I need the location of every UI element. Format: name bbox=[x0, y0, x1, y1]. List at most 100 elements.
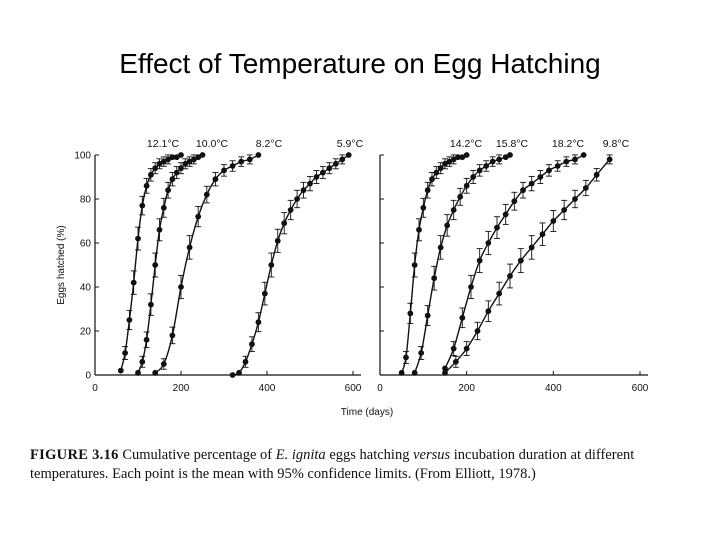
chart2-data-point bbox=[485, 308, 492, 315]
chart1-data-point bbox=[160, 158, 167, 165]
chart2-data-point bbox=[476, 257, 483, 264]
chart1-data-point bbox=[221, 167, 227, 174]
chart1-data-point bbox=[148, 301, 154, 308]
chart2-data-point bbox=[437, 244, 444, 251]
chart2-series-label-0: 14.2°C bbox=[450, 138, 483, 150]
chart1-data-point bbox=[203, 191, 210, 198]
chart2-data-point bbox=[457, 193, 464, 200]
chart2-data-point bbox=[507, 273, 513, 279]
chart2-data-point bbox=[424, 312, 431, 319]
chart1-data-point bbox=[242, 358, 249, 365]
chart1-y-tick-label: 20 bbox=[80, 327, 92, 338]
chart1-series-label-3: 5.9°C bbox=[337, 138, 364, 150]
chart1-series-label-0: 12.1°C bbox=[147, 138, 180, 150]
chart2-data-point bbox=[424, 187, 431, 194]
chart1-data-point bbox=[117, 367, 124, 374]
chart1-data-point bbox=[246, 156, 253, 163]
chart1-data-point bbox=[261, 290, 268, 297]
chart1-data-point bbox=[173, 154, 180, 161]
figure-caption: FIGURE 3.16 Cumulative percentage of E. … bbox=[30, 446, 695, 484]
chart2-data-point bbox=[606, 156, 613, 163]
chart1-data-point bbox=[152, 369, 159, 376]
chart1-data-point bbox=[165, 156, 172, 163]
chart2-data-point bbox=[452, 358, 459, 365]
chart1-data-point bbox=[139, 358, 146, 365]
chart2-data-point bbox=[444, 222, 451, 229]
chart1-data-point bbox=[139, 202, 146, 209]
chart2-data-point bbox=[442, 369, 448, 376]
chart1-data-point bbox=[345, 152, 352, 158]
chart1-data-point bbox=[169, 176, 176, 183]
chart1-data-point bbox=[130, 279, 137, 286]
chart1-y-tick-label: 60 bbox=[80, 239, 92, 250]
chart2-data-point bbox=[431, 275, 438, 282]
caption-species: E. ignita bbox=[275, 447, 326, 463]
chart1-data-point bbox=[148, 171, 154, 178]
chart2-data-point bbox=[403, 354, 409, 361]
chart2-data-point bbox=[507, 152, 513, 158]
chart2-data-point bbox=[511, 198, 518, 205]
chart1-y-tick-label: 0 bbox=[85, 371, 91, 382]
chart1-data-point bbox=[143, 336, 150, 343]
chart2-data-point bbox=[483, 163, 490, 169]
chart2-data-point bbox=[450, 156, 457, 163]
chart2-data-point bbox=[496, 156, 503, 163]
chart1-data-point bbox=[236, 369, 242, 376]
chart1-y-tick-label: 80 bbox=[80, 195, 92, 206]
chart2-data-point bbox=[450, 207, 457, 213]
chart1-data-point bbox=[268, 262, 275, 268]
slide-title: Effect of Temperature on Egg Hatching bbox=[119, 48, 601, 79]
chart1-data-point bbox=[135, 369, 141, 376]
chart2-data-point bbox=[563, 158, 570, 165]
chart1-data-point bbox=[169, 154, 176, 161]
chart1-y-tick-label: 40 bbox=[80, 283, 92, 294]
chart2-data-point bbox=[463, 345, 470, 352]
chart1-series-label-1: 10.0°C bbox=[196, 138, 229, 150]
chart1-data-point bbox=[182, 160, 189, 167]
chart2-data-point bbox=[420, 204, 427, 211]
chart2-data-point bbox=[463, 182, 470, 189]
chart2-data-point bbox=[546, 167, 552, 174]
chart1-data-point bbox=[156, 160, 163, 167]
chart1-y-axis-label: Eggs hatched (%) bbox=[56, 225, 67, 305]
chart2-data-point bbox=[496, 290, 503, 297]
chart2-data-point bbox=[455, 154, 461, 161]
chart1-data-point bbox=[229, 372, 236, 378]
chart2-data-point bbox=[502, 154, 509, 161]
chart1-data-point bbox=[152, 262, 159, 268]
chart2-data-point bbox=[550, 218, 557, 224]
chart1-data-point bbox=[307, 180, 313, 187]
chart2-data-point bbox=[407, 310, 414, 317]
chart1-data-point bbox=[152, 165, 159, 172]
chart1-data-point bbox=[173, 169, 180, 176]
chart1-data-point bbox=[287, 207, 294, 213]
chart1-data-point bbox=[238, 158, 245, 165]
chart2-x-tick-label: 600 bbox=[632, 383, 649, 394]
chart1-x-tick-label: 200 bbox=[173, 383, 190, 394]
chart1-data-point bbox=[186, 244, 193, 251]
chart1-data-point bbox=[169, 332, 176, 339]
chart1-series-label-2: 8.2°C bbox=[256, 138, 283, 150]
chart2-x-tick-label: 400 bbox=[545, 383, 562, 394]
figure-label: FIGURE 3.16 bbox=[30, 447, 119, 463]
chart2-data-point bbox=[437, 165, 444, 172]
chart1-x-tick-label: 0 bbox=[92, 383, 98, 394]
chart1-data-point bbox=[229, 163, 236, 169]
chart2-data-point bbox=[485, 240, 492, 246]
chart1-data-point bbox=[294, 196, 300, 202]
chart1-data-point bbox=[122, 350, 128, 356]
chart1-data-point bbox=[326, 165, 333, 172]
chart1-data-point bbox=[195, 154, 202, 161]
chart2-data-point bbox=[572, 196, 578, 202]
chart1-x-tick-label: 600 bbox=[345, 383, 362, 394]
chart2-data-point bbox=[416, 226, 422, 233]
chart1-data-point bbox=[199, 152, 206, 158]
chart2-data-point bbox=[593, 171, 600, 178]
chart1-data-point bbox=[255, 319, 262, 326]
chart1-data-point bbox=[249, 341, 255, 348]
chart1-series-line-3 bbox=[232, 154, 350, 376]
chart2-series-label-2: 18.2°C bbox=[552, 138, 585, 150]
chart2-data-point bbox=[494, 224, 500, 231]
chart1-data-point bbox=[160, 204, 167, 211]
